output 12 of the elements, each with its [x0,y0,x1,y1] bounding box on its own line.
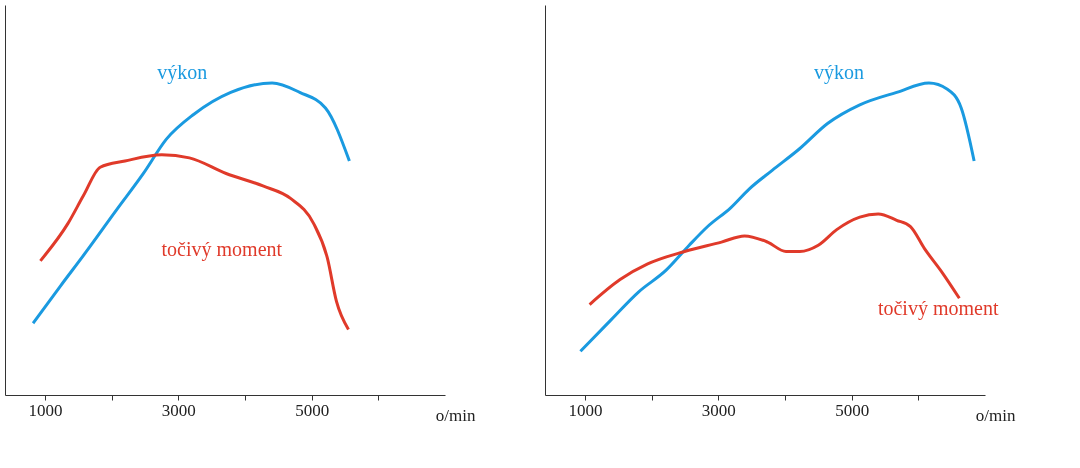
series-label: výkon [813,61,864,84]
x-tick-label: 3000 [161,400,196,420]
x-tick-label: 5000 [295,400,330,420]
x-axis-title: o/min [435,405,476,425]
x-tick-label: 3000 [701,400,736,420]
x-tick-label: 1000 [568,400,603,420]
x-axis-title: o/min [975,405,1016,425]
series-label: točivý moment [877,297,999,321]
series-label: výkon [157,61,208,84]
x-tick-label: 5000 [835,400,870,420]
x-tick-label: 1000 [28,400,63,420]
series-label: točivý moment [161,237,283,261]
